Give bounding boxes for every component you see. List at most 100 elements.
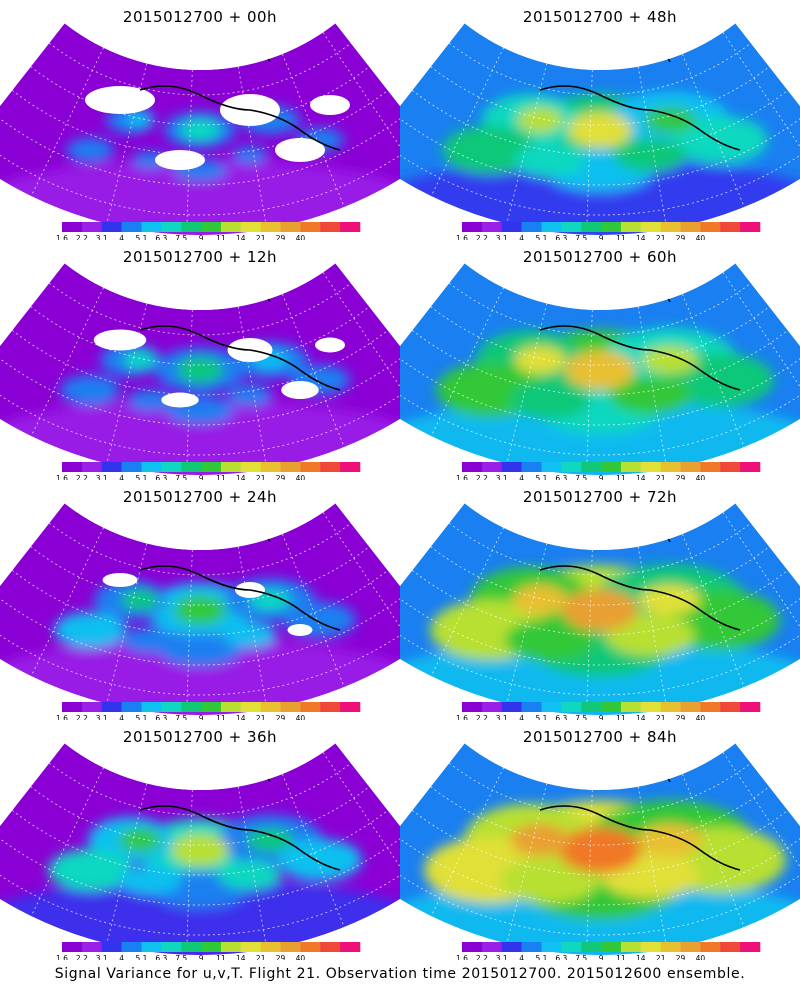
- colorbar-label: 9: [199, 954, 204, 960]
- colorbar-swatch: [620, 462, 642, 472]
- colorbar-swatch: [561, 462, 582, 472]
- variance-map: 1.6 2.2 3.1 4 5.1 6.3 7.5 9 11 14 21 29 40: [400, 503, 800, 720]
- colorbar-swatch: [462, 222, 483, 232]
- map-panel: 2015012700 + 00h 1.6 2.2 3.1 4 5.1 6.3 7.5 9 11 14…: [0, 0, 400, 240]
- colorbar-label: 21: [256, 954, 266, 960]
- colorbar-label: 9: [199, 474, 204, 480]
- colorbar-swatch: [141, 942, 162, 952]
- colorbar-swatch: [521, 942, 542, 952]
- colorbar-swatch: [280, 942, 301, 952]
- colorbar-label: 29: [676, 954, 686, 960]
- colorbar-label: 1.6: [456, 954, 468, 960]
- colorbar-label: 40: [696, 714, 706, 720]
- colorbar-swatch: [640, 462, 661, 472]
- colorbar-label: 11: [216, 714, 226, 720]
- colorbar-swatch: [300, 942, 321, 952]
- colorbar-swatch: [720, 222, 741, 232]
- panel-title: 2015012700 + 36h: [122, 728, 278, 746]
- colorbar-label: 11: [216, 954, 226, 960]
- colorbar-swatch: [121, 462, 142, 472]
- colorbar-swatch: [260, 222, 281, 232]
- colorbar-swatch: [201, 942, 222, 952]
- colorbar-swatch: [121, 942, 142, 952]
- colorbar-swatch: [521, 222, 542, 232]
- colorbar-swatch: [240, 702, 261, 712]
- colorbar-swatch: [680, 702, 701, 712]
- colorbar-label: 6.3: [555, 714, 567, 720]
- colorbar-label: 4: [119, 714, 124, 720]
- colorbar-label: 11: [616, 234, 626, 240]
- colorbar-swatch: [141, 462, 162, 472]
- panel-title: 2015012700 + 72h: [522, 488, 678, 506]
- colorbar-swatch: [501, 462, 522, 472]
- colorbar-label: 5.1: [536, 714, 548, 720]
- colorbar-swatch: [720, 702, 741, 712]
- colorbar-swatch: [101, 222, 122, 232]
- colorbar-label: 6.3: [555, 234, 567, 240]
- colorbar-label: 3.1: [96, 954, 108, 960]
- colorbar-swatch: [620, 942, 642, 952]
- colorbar-swatch: [541, 942, 562, 952]
- colorbar-label: 2.2: [476, 714, 488, 720]
- colorbar-label: 29: [676, 714, 686, 720]
- colorbar-swatch: [501, 942, 522, 952]
- colorbar-label: 14: [236, 714, 246, 720]
- colorbar-label: 7.5: [575, 714, 587, 720]
- colorbar-swatch: [481, 942, 503, 952]
- variance-map: 1.6 2.2 3.1 4 5.1 6.3 7.5 9 11 14 21 29 40: [400, 743, 800, 960]
- colorbar-label: 7.5: [175, 234, 187, 240]
- colorbar-swatch: [62, 702, 83, 712]
- colorbar-label: 7.5: [575, 954, 587, 960]
- variance-map: 1.6 2.2 3.1 4 5.1 6.3 7.5 9 11 14 21 29 40: [400, 23, 800, 240]
- colorbar-swatch: [462, 942, 483, 952]
- colorbar-swatch: [740, 702, 761, 712]
- colorbar-label: 1.6: [56, 954, 68, 960]
- colorbar-label: 21: [256, 474, 266, 480]
- colorbar-label: 2.2: [76, 234, 88, 240]
- colorbar-swatch: [280, 462, 301, 472]
- colorbar-label: 7.5: [175, 714, 187, 720]
- colorbar-label: 2.2: [76, 474, 88, 480]
- colorbar-swatch: [521, 702, 542, 712]
- colorbar-label: 5.1: [536, 954, 548, 960]
- map-panel: 2015012700 + 36h 1.6 2.2 3.1 4 5.1 6.3 7.5 9 11 14…: [0, 720, 400, 960]
- colorbar-label: 1.6: [56, 474, 68, 480]
- colorbar-label: 7.5: [575, 474, 587, 480]
- colorbar-label: 6.3: [155, 714, 167, 720]
- colorbar-swatch: [101, 702, 122, 712]
- colorbar-swatch: [541, 222, 562, 232]
- map-panel: 2015012700 + 84h 1.6 2.2 3.1 4 5.1 6.3 7.5 9 11 14…: [400, 720, 800, 960]
- colorbar-label: 29: [676, 234, 686, 240]
- colorbar-label: 40: [296, 714, 306, 720]
- colorbar-swatch: [181, 942, 202, 952]
- colorbar-swatch: [680, 462, 701, 472]
- panel-title: 2015012700 + 48h: [522, 8, 678, 26]
- colorbar-swatch: [581, 942, 602, 952]
- colorbar-label: 1.6: [56, 714, 68, 720]
- colorbar-label: 2.2: [76, 954, 88, 960]
- colorbar-swatch: [501, 702, 522, 712]
- colorbar-label: 6.3: [155, 954, 167, 960]
- colorbar-swatch: [561, 942, 582, 952]
- colorbar-swatch: [240, 462, 261, 472]
- colorbar-swatch: [680, 222, 701, 232]
- colorbar-swatch: [300, 222, 321, 232]
- colorbar-label: 4: [119, 234, 124, 240]
- colorbar-swatch: [501, 222, 522, 232]
- colorbar-label: 9: [199, 714, 204, 720]
- colorbar-label: 6.3: [155, 474, 167, 480]
- colorbar-swatch: [720, 942, 741, 952]
- colorbar-swatch: [660, 462, 681, 472]
- figure-caption: Signal Variance for u,v,T. Flight 21. Ob…: [54, 966, 746, 982]
- colorbar-label: 40: [296, 474, 306, 480]
- colorbar-swatch: [201, 702, 222, 712]
- colorbar-swatch: [220, 222, 242, 232]
- colorbar-swatch: [240, 222, 261, 232]
- colorbar-swatch: [740, 222, 761, 232]
- colorbar-label: 21: [256, 714, 266, 720]
- colorbar-swatch: [300, 702, 321, 712]
- colorbar-label: 11: [616, 474, 626, 480]
- colorbar-swatch: [340, 702, 361, 712]
- colorbar-swatch: [240, 942, 261, 952]
- colorbar-swatch: [62, 942, 83, 952]
